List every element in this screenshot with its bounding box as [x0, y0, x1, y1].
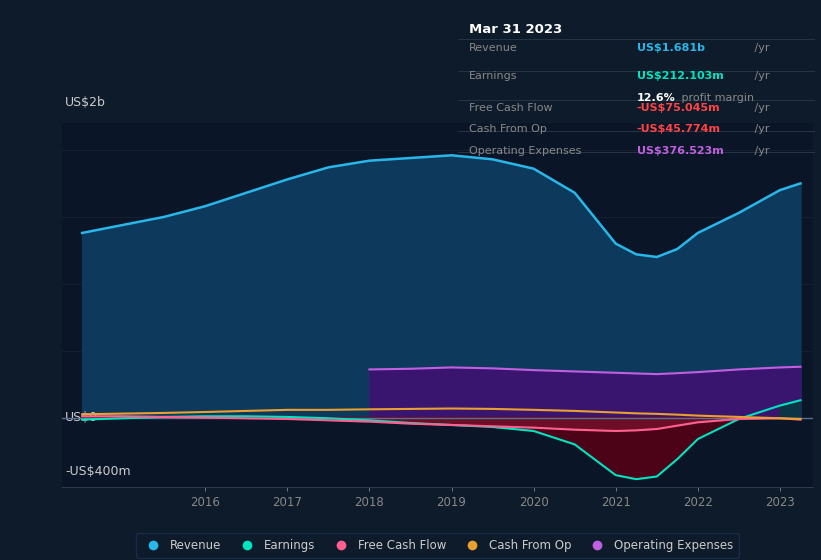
Text: Free Cash Flow: Free Cash Flow	[469, 102, 553, 113]
Text: Cash From Op: Cash From Op	[469, 124, 547, 134]
Text: US$1.681b: US$1.681b	[637, 44, 704, 53]
Text: Operating Expenses: Operating Expenses	[469, 146, 581, 156]
Text: /yr: /yr	[751, 44, 769, 53]
Text: US$2b: US$2b	[66, 96, 106, 109]
Text: -US$400m: -US$400m	[66, 465, 131, 478]
Text: -US$75.045m: -US$75.045m	[637, 102, 720, 113]
Text: /yr: /yr	[751, 72, 769, 81]
Text: /yr: /yr	[751, 124, 769, 134]
Text: Revenue: Revenue	[469, 44, 517, 53]
Text: /yr: /yr	[751, 146, 769, 156]
Text: profit margin: profit margin	[678, 94, 754, 103]
Text: Earnings: Earnings	[469, 72, 517, 81]
Text: US$376.523m: US$376.523m	[637, 146, 723, 156]
Text: -US$45.774m: -US$45.774m	[637, 124, 721, 134]
Text: 12.6%: 12.6%	[637, 94, 676, 103]
Legend: Revenue, Earnings, Free Cash Flow, Cash From Op, Operating Expenses: Revenue, Earnings, Free Cash Flow, Cash …	[135, 533, 739, 558]
Text: US$212.103m: US$212.103m	[637, 72, 723, 81]
Text: US$0: US$0	[66, 411, 99, 424]
Text: /yr: /yr	[751, 102, 769, 113]
Text: Mar 31 2023: Mar 31 2023	[469, 23, 562, 36]
